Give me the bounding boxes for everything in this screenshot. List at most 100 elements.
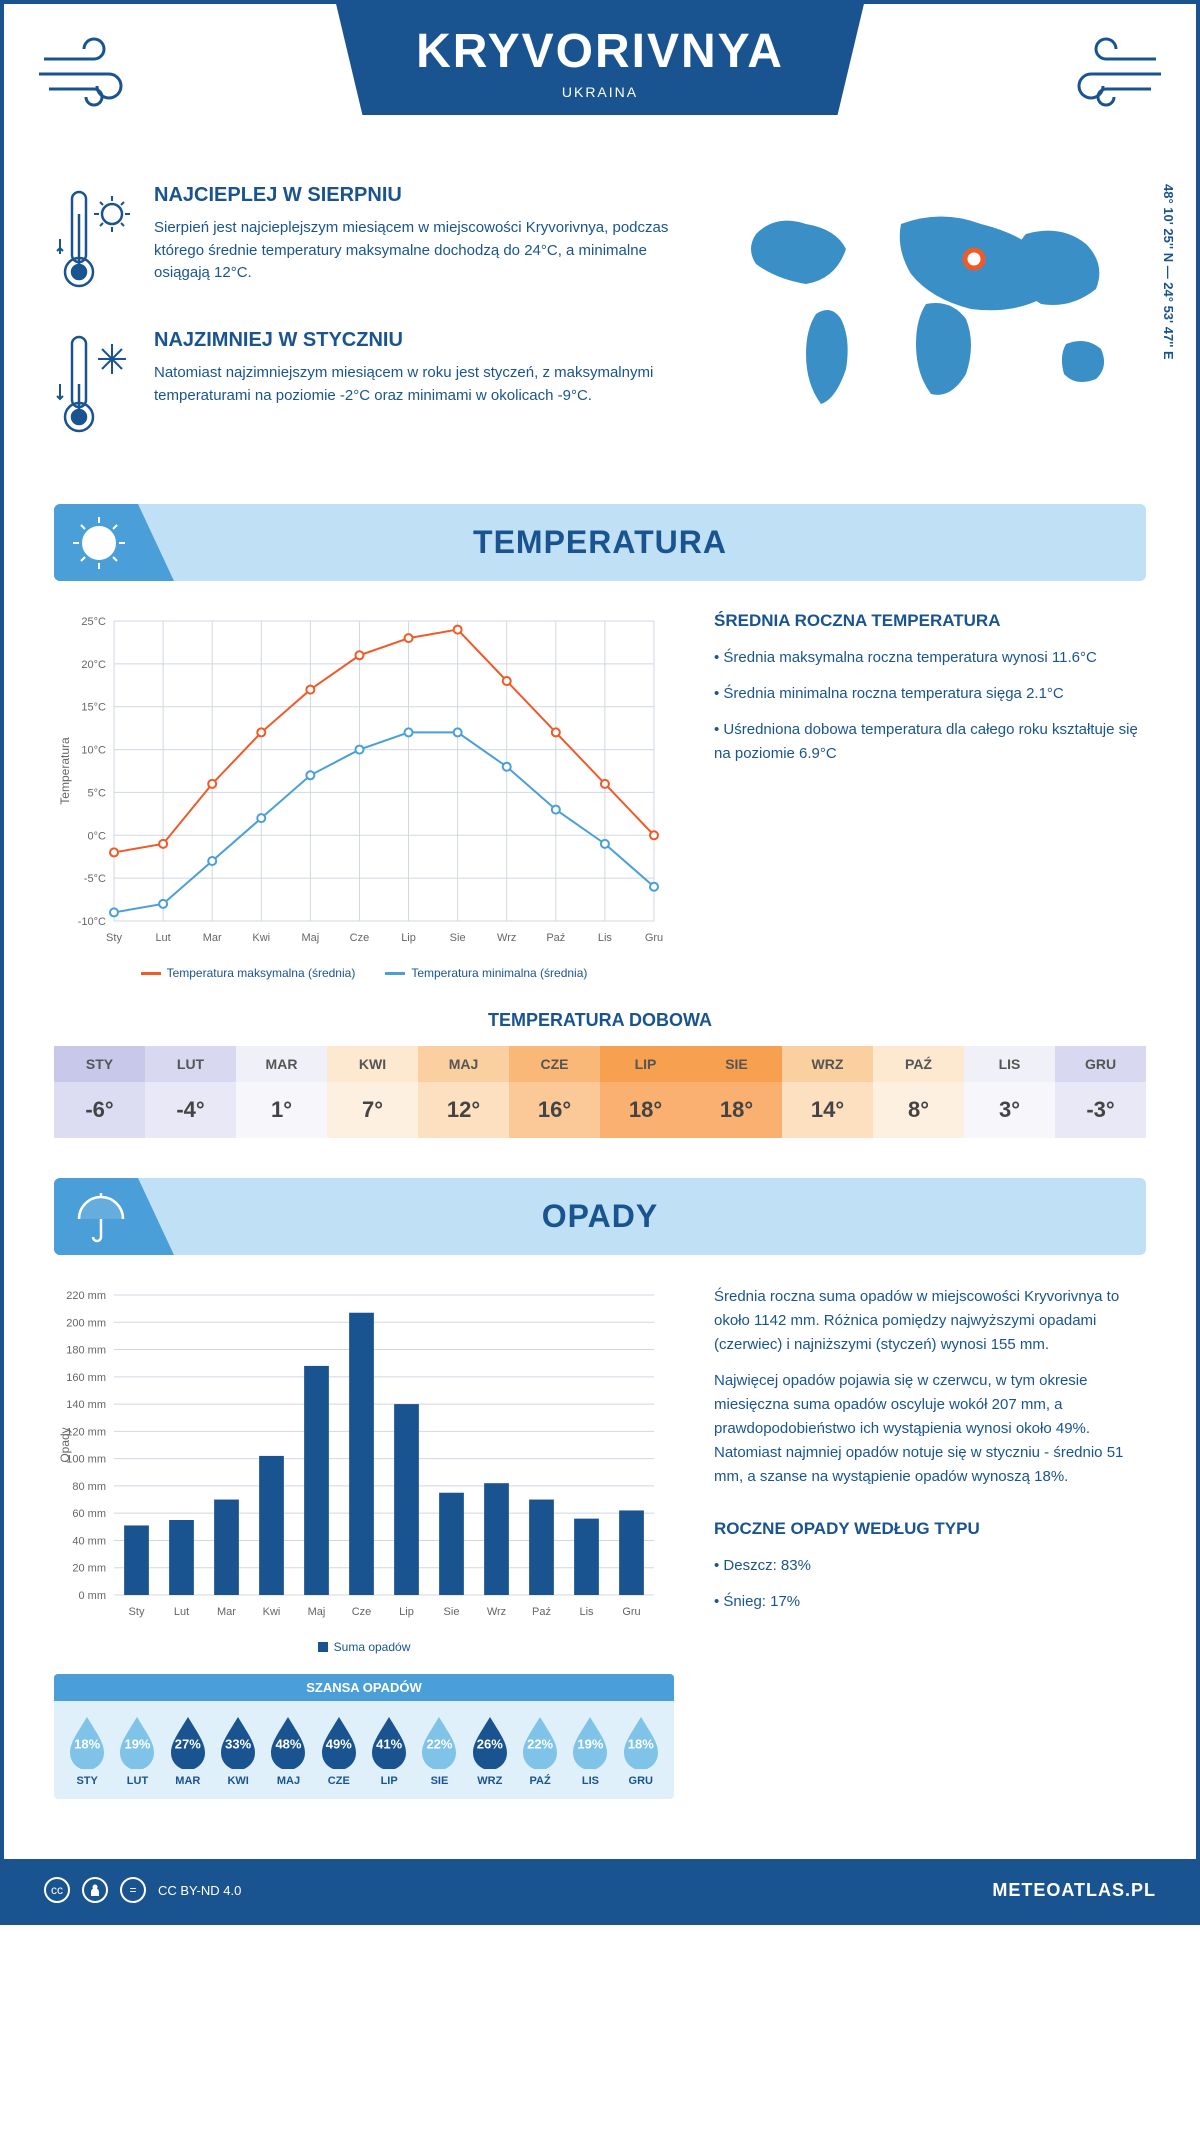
svg-text:0 mm: 0 mm: [79, 1590, 107, 1602]
footer: cc = CC BY-ND 4.0 METEOATLAS.PL: [4, 1859, 1196, 1921]
svg-text:Lis: Lis: [598, 932, 613, 944]
chance-value: 19%: [577, 1736, 603, 1751]
month-label: PAŹ: [873, 1046, 964, 1082]
chance-value: 33%: [225, 1736, 251, 1751]
svg-text:Lip: Lip: [401, 932, 416, 944]
chance-cell: 18% GRU: [616, 1713, 666, 1787]
chance-month: MAR: [163, 1775, 213, 1787]
wind-icon: [1046, 34, 1166, 119]
svg-text:Cze: Cze: [352, 1606, 372, 1618]
temp-value: -6°: [54, 1082, 145, 1138]
month-label: MAR: [236, 1046, 327, 1082]
precipitation-chance: SZANSA OPADÓW 18% STY 19% LUT 27% MAR 33…: [54, 1674, 674, 1799]
daily-temp-cell: STY-6°: [54, 1046, 145, 1138]
svg-text:Maj: Maj: [301, 932, 319, 944]
coordinates: 48° 10' 25'' N — 24° 53' 47'' E: [1161, 184, 1176, 360]
annual-temp-bullet: • Średnia maksymalna roczna temperatura …: [714, 646, 1146, 670]
svg-text:220 mm: 220 mm: [66, 1290, 106, 1302]
coldest-fact: NAJZIMNIEJ W STYCZNIU Natomiast najzimni…: [54, 329, 686, 444]
precipitation-title: OPADY: [74, 1198, 1126, 1235]
daily-temperature-table: STY-6°LUT-4°MAR1°KWI7°MAJ12°CZE16°LIP18°…: [54, 1046, 1146, 1138]
chance-cell: 48% MAJ: [263, 1713, 313, 1787]
main-content: NAJCIEPLEJ W SIERPNIU Sierpień jest najc…: [4, 154, 1196, 1859]
license-text: CC BY-ND 4.0: [158, 1883, 241, 1898]
temp-value: 14°: [782, 1082, 873, 1138]
svg-text:Sty: Sty: [129, 1606, 145, 1618]
drop-icon: 19%: [114, 1713, 160, 1769]
svg-text:Gru: Gru: [645, 932, 663, 944]
svg-text:Lip: Lip: [399, 1606, 414, 1618]
chance-value: 49%: [326, 1736, 352, 1751]
warmest-text: Sierpień jest najcieplejszym miesiącem w…: [154, 217, 686, 285]
license-info: cc = CC BY-ND 4.0: [44, 1877, 241, 1903]
location-title: KRYVORIVNYA: [416, 24, 784, 79]
chance-cell: 33% KWI: [213, 1713, 263, 1787]
warmest-title: NAJCIEPLEJ W SIERPNIU: [154, 184, 686, 207]
precip-text-1: Średnia roczna suma opadów w miejscowośc…: [714, 1285, 1146, 1357]
svg-text:160 mm: 160 mm: [66, 1372, 106, 1384]
chance-value: 18%: [628, 1736, 654, 1751]
nd-icon: =: [120, 1877, 146, 1903]
temperature-content: -10°C-5°C0°C5°C10°C15°C20°C25°CStyLutMar…: [54, 611, 1146, 980]
svg-text:5°C: 5°C: [88, 787, 107, 799]
drop-icon: 22%: [517, 1713, 563, 1769]
month-label: STY: [54, 1046, 145, 1082]
wind-icon: [34, 34, 154, 119]
drop-icon: 41%: [366, 1713, 412, 1769]
site-name: METEOATLAS.PL: [992, 1880, 1156, 1901]
svg-text:Wrz: Wrz: [487, 1606, 506, 1618]
svg-text:Wrz: Wrz: [497, 932, 516, 944]
precipitation-chart: 0 mm20 mm40 mm60 mm80 mm100 mm120 mm140 …: [54, 1285, 674, 1799]
header-banner: KRYVORIVNYA UKRAINA: [336, 4, 864, 115]
sun-icon: [54, 504, 174, 581]
precipitation-text: Średnia roczna suma opadów w miejscowośc…: [714, 1285, 1146, 1799]
warmest-fact: NAJCIEPLEJ W SIERPNIU Sierpień jest najc…: [54, 184, 686, 299]
daily-temp-cell: PAŹ8°: [873, 1046, 964, 1138]
precip-type-item: • Deszcz: 83%: [714, 1554, 1146, 1578]
temp-value: 3°: [964, 1082, 1055, 1138]
annual-temp-bullet: • Uśredniona dobowa temperatura dla całe…: [714, 718, 1146, 766]
daily-temp-cell: MAR1°: [236, 1046, 327, 1138]
svg-text:Sie: Sie: [450, 932, 466, 944]
world-map: 48° 10' 25'' N — 24° 53' 47'' E: [726, 184, 1146, 474]
svg-text:Opady: Opady: [58, 1427, 72, 1462]
svg-text:Lut: Lut: [155, 932, 170, 944]
daily-temp-cell: MAJ12°: [418, 1046, 509, 1138]
thermometer-snow-icon: [54, 329, 134, 444]
month-label: CZE: [509, 1046, 600, 1082]
chance-month: WRZ: [465, 1775, 515, 1787]
precipitation-content: 0 mm20 mm40 mm60 mm80 mm100 mm120 mm140 …: [54, 1285, 1146, 1799]
temperature-legend: Temperatura maksymalna (średnia) Tempera…: [54, 966, 674, 980]
svg-text:15°C: 15°C: [81, 702, 106, 714]
svg-text:Mar: Mar: [217, 1606, 236, 1618]
svg-text:-5°C: -5°C: [84, 873, 106, 885]
svg-text:-10°C: -10°C: [78, 916, 106, 928]
daily-temp-cell: LIS3°: [964, 1046, 1055, 1138]
chance-cell: 19% LUT: [112, 1713, 162, 1787]
svg-text:0°C: 0°C: [88, 830, 107, 842]
daily-temp-title: TEMPERATURA DOBOWA: [54, 1010, 1146, 1031]
month-label: LUT: [145, 1046, 236, 1082]
legend-precip-label: Suma opadów: [334, 1640, 411, 1654]
chance-month: KWI: [213, 1775, 263, 1787]
chance-value: 48%: [275, 1736, 301, 1751]
temp-value: 18°: [691, 1082, 782, 1138]
cc-icon: cc: [44, 1877, 70, 1903]
temp-value: 7°: [327, 1082, 418, 1138]
svg-text:120 mm: 120 mm: [66, 1426, 106, 1438]
svg-text:Paź: Paź: [546, 932, 565, 944]
temperature-section-header: TEMPERATURA: [54, 504, 1146, 581]
svg-text:200 mm: 200 mm: [66, 1317, 106, 1329]
temp-value: 18°: [600, 1082, 691, 1138]
month-label: KWI: [327, 1046, 418, 1082]
svg-text:80 mm: 80 mm: [72, 1481, 106, 1493]
month-label: MAJ: [418, 1046, 509, 1082]
svg-text:Temperatura: Temperatura: [58, 737, 72, 805]
svg-text:100 mm: 100 mm: [66, 1454, 106, 1466]
svg-text:20°C: 20°C: [81, 659, 106, 671]
coldest-text: Natomiast najzimniejszym miesiącem w rok…: [154, 362, 686, 407]
daily-temp-cell: SIE18°: [691, 1046, 782, 1138]
country-subtitle: UKRAINA: [416, 84, 784, 100]
chance-cell: 22% PAŹ: [515, 1713, 565, 1787]
header: KRYVORIVNYA UKRAINA: [4, 4, 1196, 154]
